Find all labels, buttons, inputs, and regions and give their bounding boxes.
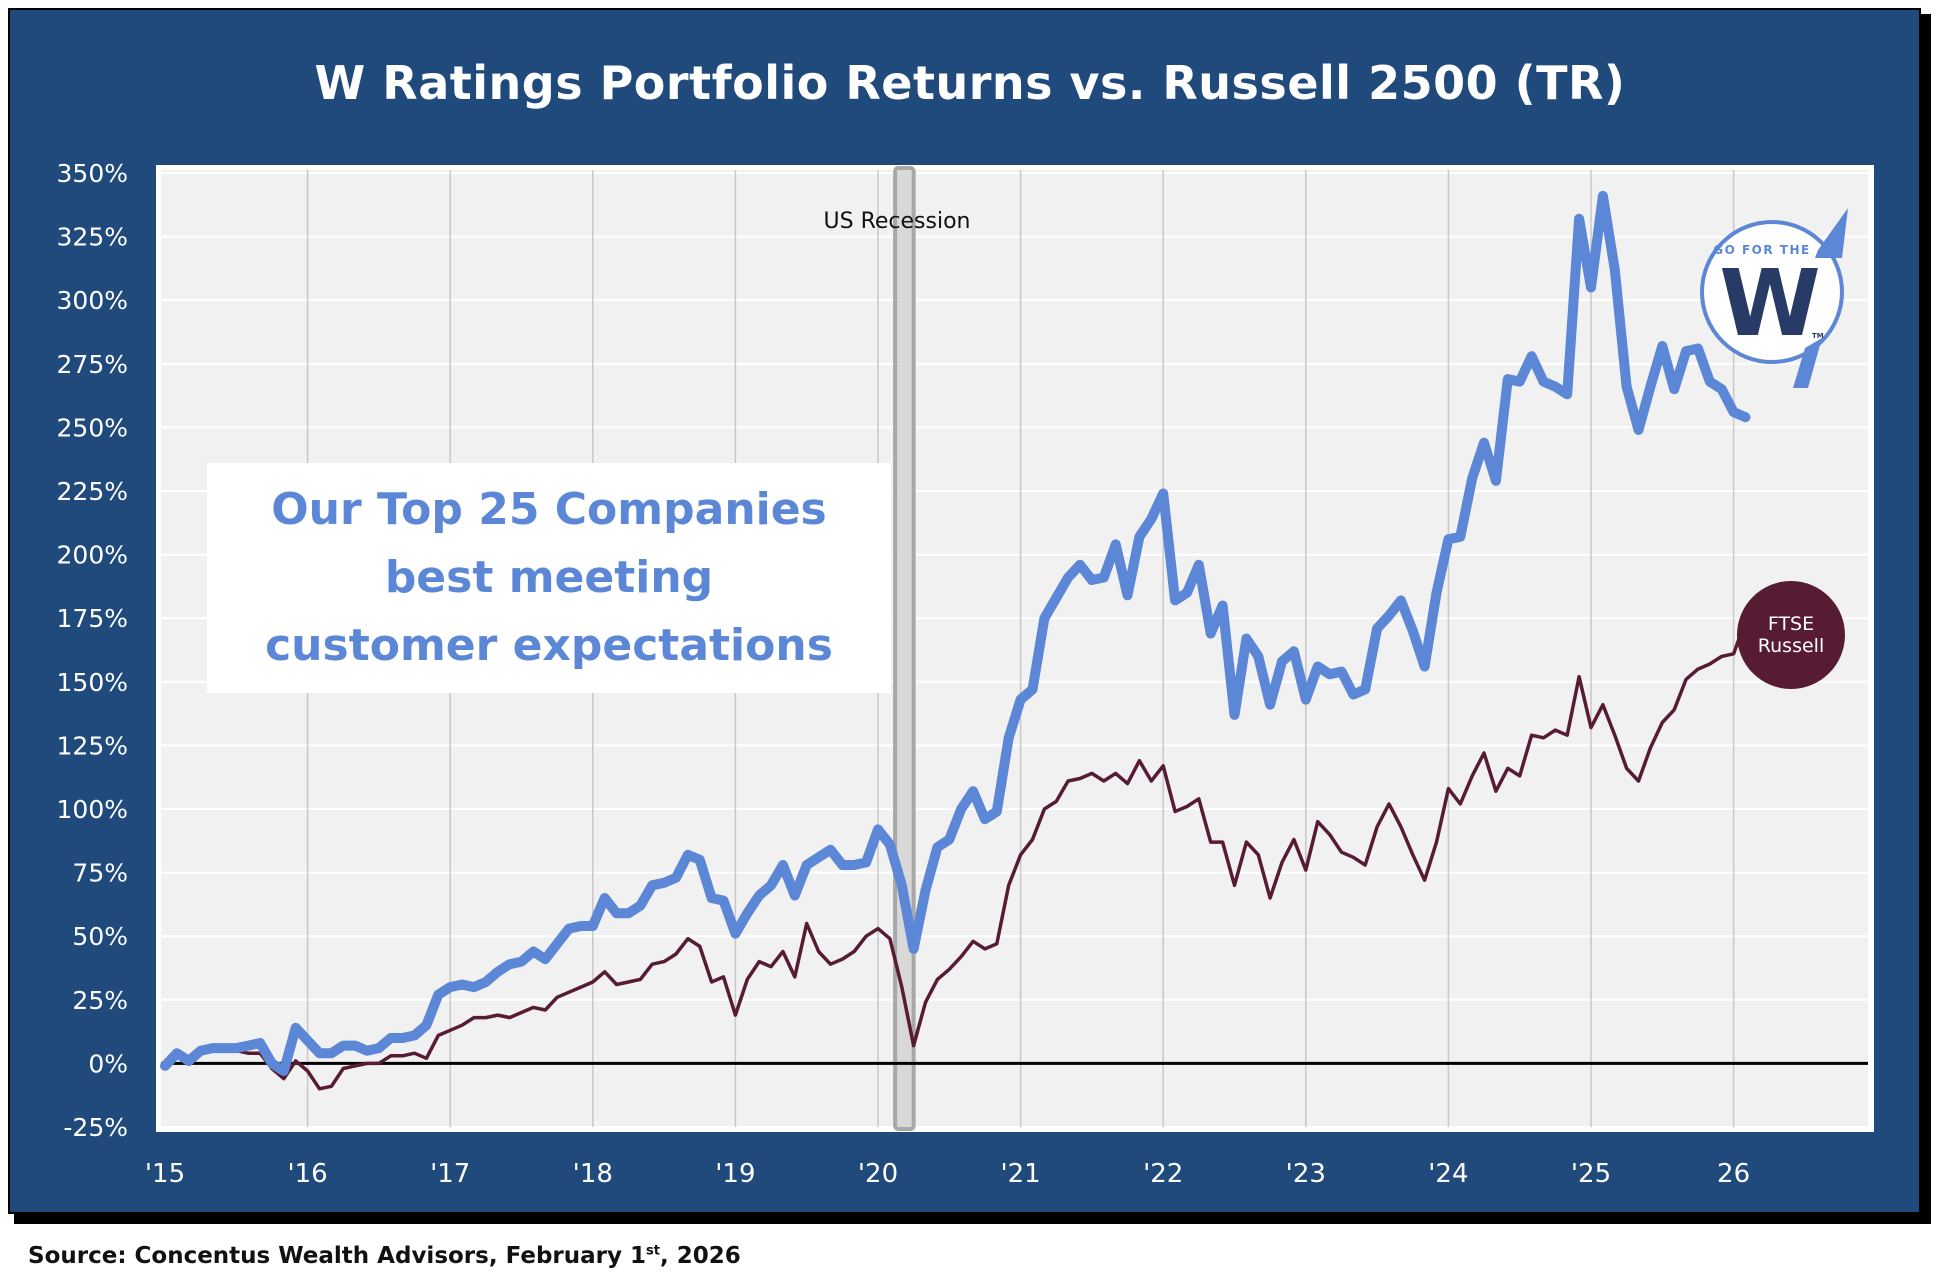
y-tick-label: 250% xyxy=(57,413,128,442)
chart-title: W Ratings Portfolio Returns vs. Russell … xyxy=(314,56,1626,110)
recession-label: US Recession xyxy=(824,209,971,234)
series-w-ratings-line xyxy=(160,190,1751,1076)
x-tick-label: 26 xyxy=(1717,1159,1750,1189)
x-tick-label: '19 xyxy=(715,1159,755,1189)
callout-line-3: customer expectations xyxy=(265,620,833,671)
y-tick-label: 50% xyxy=(72,922,128,951)
logo-trademark: TM xyxy=(1812,332,1824,340)
x-axis-ticks: '15 '16 '17 '18 '19 '20 '21 '22 '23 '24 '25 26 xyxy=(145,1159,1750,1189)
logo-flag-upper xyxy=(1815,208,1848,258)
callout-line-2: best meeting xyxy=(384,552,714,603)
x-tick-label: '23 xyxy=(1286,1159,1326,1189)
y-tick-label: 300% xyxy=(57,286,128,315)
y-tick-label: 25% xyxy=(72,986,128,1015)
recession-shade xyxy=(893,166,916,1131)
source-suffix: , 2026 xyxy=(659,1243,741,1269)
y-tick-label: 225% xyxy=(57,477,128,506)
series-russell-2500-line xyxy=(163,620,1748,1091)
y-tick-label: 0% xyxy=(88,1049,128,1078)
logo-top-text: GO FOR THE xyxy=(1713,243,1810,257)
logo-letter: W xyxy=(1719,250,1820,357)
x-tick-label: '18 xyxy=(573,1159,613,1189)
vertical-gridlines xyxy=(306,170,1735,1127)
y-tick-label: 125% xyxy=(57,731,128,760)
y-tick-label: 175% xyxy=(57,604,128,633)
ftse-russell-badge: FTSE Russell xyxy=(1737,581,1845,689)
logo-flag-lower xyxy=(1793,338,1822,388)
source-prefix: Source: Concentus Wealth Advisors, Febru… xyxy=(28,1243,647,1269)
y-tick-label: 100% xyxy=(57,795,128,824)
y-tick-label: 325% xyxy=(57,223,128,252)
source-note: Source: Concentus Wealth Advisors, Febru… xyxy=(28,1243,741,1269)
y-tick-label: 350% xyxy=(57,159,128,188)
callout-box: Our Top 25 Companies best meeting custom… xyxy=(207,463,891,693)
y-tick-label: 200% xyxy=(57,541,128,570)
x-tick-label: '22 xyxy=(1143,1159,1183,1189)
callout-line-1: Our Top 25 Companies xyxy=(271,484,827,535)
x-tick-label: '20 xyxy=(858,1159,898,1189)
y-tick-label: 75% xyxy=(72,859,128,888)
x-tick-label: '21 xyxy=(1000,1159,1040,1189)
x-tick-label: '24 xyxy=(1428,1159,1468,1189)
ftse-badge-line-2: Russell xyxy=(1757,635,1825,657)
source-superscript: st xyxy=(646,1243,660,1259)
ftse-badge-line-1: FTSE xyxy=(1767,613,1815,635)
x-tick-label: '16 xyxy=(287,1159,327,1189)
y-axis-ticks: 350% 325% 300% 275% 250% 225% 200% 175% 150% 125%… xyxy=(57,159,128,1142)
recession-band xyxy=(893,166,916,1131)
x-tick-label: '17 xyxy=(430,1159,470,1189)
y-tick-label: -25% xyxy=(63,1113,128,1142)
go-for-the-w-logo: GO FOR THE W TM xyxy=(1700,208,1848,388)
x-tick-label: '15 xyxy=(145,1159,185,1189)
y-tick-label: 150% xyxy=(57,668,128,697)
y-tick-label: 275% xyxy=(57,350,128,379)
x-tick-label: '25 xyxy=(1571,1159,1611,1189)
